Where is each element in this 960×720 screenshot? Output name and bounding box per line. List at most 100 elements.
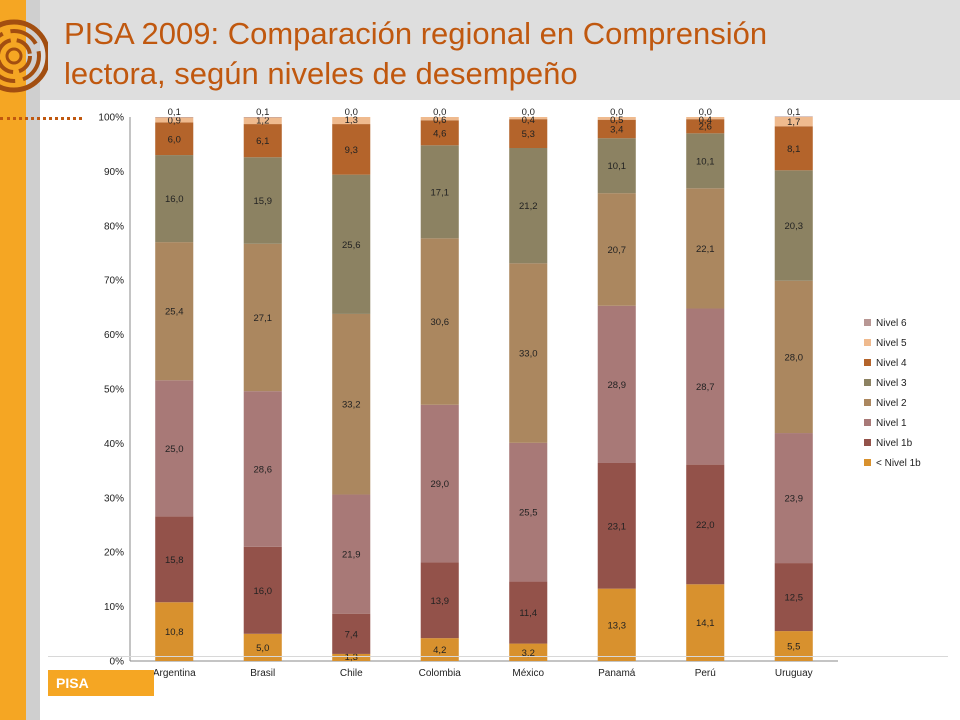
y-tick-label: 70% [104,276,124,287]
chart-container: 0% 10% 20% 30% 40% 50% 60% 70% 80% 90% 100% 10,8 15,… [82,103,942,686]
data-label: 22,0 [696,520,715,531]
data-label: 5,3 [522,129,535,140]
data-label: 0,1 [168,107,181,118]
legend-swatch [864,419,871,426]
data-label: 0,6 [433,115,446,126]
data-label: 20,3 [785,221,804,232]
legend-swatch [864,439,871,446]
x-tick-label: Chile [340,668,363,679]
bar-segment [774,116,813,117]
left-accent-bar [0,0,26,720]
page-title: PISA 2009: Comparación regional en Compr… [64,14,924,94]
footer-divider [48,656,948,657]
data-label: 10,1 [608,161,627,172]
bar-segment [332,613,371,654]
bar-segment [774,126,813,171]
data-label: 25,4 [165,307,184,318]
title-line-2: lectora, según niveles de desempeño [64,56,578,91]
x-tick-label: Argentina [153,668,196,679]
bar-segment [332,124,371,175]
legend-label: Nivel 1b [876,438,913,449]
data-label: 0,5 [610,115,623,126]
bar-segment [509,581,548,644]
data-label: 12,5 [785,593,804,604]
data-label: 0,1 [256,107,269,118]
bar-segment [420,117,459,121]
bar-segment [686,133,725,189]
bar-segment [774,563,813,632]
data-label: 1,3 [345,652,358,663]
data-label: 23,1 [608,521,627,532]
data-label: 13,3 [608,620,627,631]
bar-segment [420,238,459,405]
data-label: 4,6 [433,128,446,139]
footer-tag: PISA [48,670,154,696]
data-label: 0,4 [699,115,712,126]
legend-label: Nivel 4 [876,358,907,369]
y-tick-label: 0% [110,657,125,668]
data-label: 25,6 [342,240,361,251]
y-tick-label: 90% [104,167,124,178]
bar-segment [686,188,725,309]
bar-segment [155,242,194,381]
data-label: 0,0 [345,107,358,118]
bar-segment [597,193,636,306]
bar-segment [686,119,725,134]
legend-swatch [864,379,871,386]
bar-segment [420,562,459,639]
bar-segment [332,313,371,495]
bar-segment [597,138,636,194]
bar-segment [774,433,813,564]
bar-segment [155,117,194,123]
bar-segment [155,117,194,118]
data-label: 27,1 [254,313,273,324]
data-label: 5,0 [256,643,269,654]
data-label: 0,0 [699,107,712,118]
data-label: 16,0 [165,194,184,205]
title-band [40,0,960,100]
bar-segment [243,391,282,547]
data-label: 23,9 [785,494,804,505]
y-tick-label: 30% [104,493,124,504]
bar-segment [597,117,636,120]
x-tick-label: Colombia [419,668,462,679]
y-tick-label: 80% [104,221,124,232]
data-label: 3,4 [610,124,623,135]
x-tick-label: Perú [695,668,716,679]
bar-segment [243,117,282,125]
bar-segment [686,584,725,661]
bar-segment [597,119,636,139]
title-line-1: PISA 2009: Comparación regional en Compr… [64,16,768,51]
data-label: 2,6 [699,122,712,133]
data-label: 0,4 [522,115,535,126]
bar-segment [509,148,548,264]
y-tick-label: 40% [104,439,124,450]
bar-segment [332,653,371,661]
bar-segment [155,122,194,156]
y-tick-label: 60% [104,330,124,341]
bar-segment [597,588,636,661]
bar-segment [155,602,194,661]
spiral-logo-icon [0,8,48,104]
bar-segment [243,124,282,158]
y-tick-label: 100% [98,113,124,124]
bar-segment [509,442,548,582]
data-label: 4,2 [433,645,446,656]
bar-segment [332,494,371,614]
data-label: 15,9 [254,196,273,207]
data-label: 25,0 [165,444,184,455]
data-label: 6,1 [256,136,269,147]
data-label: 10,1 [696,156,715,167]
bar-segment [243,157,282,244]
data-label: 1,7 [787,117,800,128]
data-label: 7,4 [345,629,358,640]
x-tick-label: México [512,668,544,679]
bar-segment [420,145,459,239]
data-label: 21,2 [519,201,538,212]
data-label: 3,2 [522,648,535,659]
legend-swatch [864,459,871,466]
y-tick-label: 10% [104,602,124,613]
x-tick-label: Uruguay [775,668,813,679]
data-label: 0,0 [610,107,623,118]
legend-swatch [864,359,871,366]
